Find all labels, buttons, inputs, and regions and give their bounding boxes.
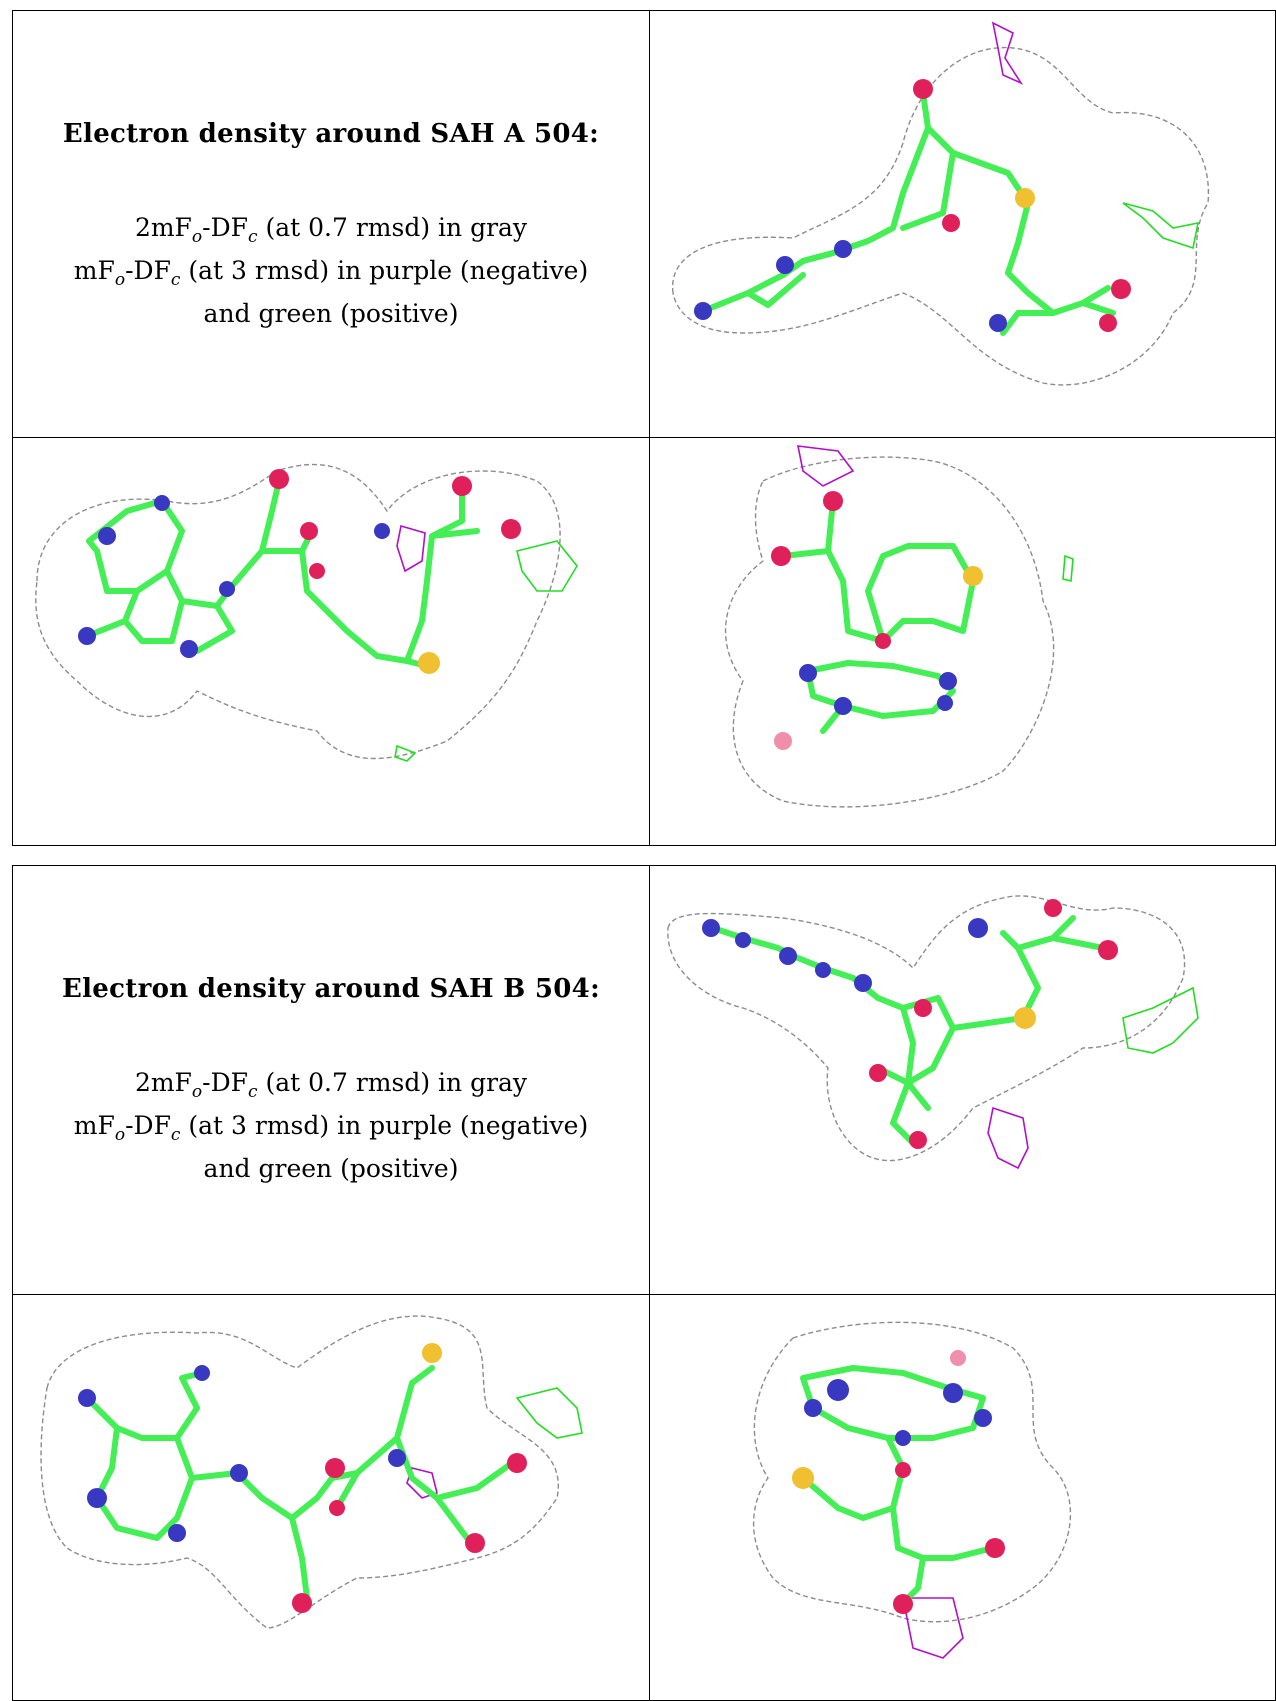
legend-positive-line: and green (positive) (203, 299, 459, 328)
sah-a-legend: 2mFo-DFc (at 0.7 rmsd) in gray mFo-DFc (… (13, 211, 649, 330)
density-view-b3 (653, 1298, 1273, 1696)
electron-density-mesh (667, 895, 1199, 1170)
sah-b-legend: 2mFo-DFc (at 0.7 rmsd) in gray mFo-DFc (… (13, 1066, 649, 1185)
electron-density-mesh (671, 21, 1210, 386)
sah-a-504-table: Electron density around SAH A 504: 2mFo-… (12, 10, 1276, 846)
density-view-b1 (653, 868, 1273, 1288)
electron-density-mesh (35, 463, 578, 762)
electron-density-mesh (752, 1321, 1072, 1659)
legend-fofc-line: mFo-DFc (at 3 rmsd) in purple (negative) (73, 1111, 589, 1145)
sah-a-heading: Electron density around SAH A 504: (62, 119, 600, 149)
density-view-b2 (17, 1298, 643, 1696)
legend-2fofc-line: 2mFo-DFc (at 0.7 rmsd) in gray (134, 1068, 528, 1102)
legend-2fofc-line: 2mFo-DFc (at 0.7 rmsd) in gray (134, 213, 528, 247)
sah-b-heading: Electron density around SAH B 504: (62, 974, 600, 1004)
density-view-a2 (17, 441, 643, 841)
sah-b-504-table: Electron density around SAH B 504: 2mFo-… (12, 865, 1276, 1701)
sah-a-description: Electron density around SAH A 504: 2mFo-… (13, 119, 649, 330)
density-view-a3 (653, 441, 1273, 841)
electron-density-mesh (724, 445, 1074, 808)
sah-b-description: Electron density around SAH B 504: 2mFo-… (13, 974, 649, 1185)
legend-positive-line: and green (positive) (203, 1154, 459, 1183)
density-view-a1 (653, 13, 1273, 433)
electron-density-mesh (40, 1315, 583, 1629)
legend-fofc-line: mFo-DFc (at 3 rmsd) in purple (negative) (73, 256, 589, 290)
